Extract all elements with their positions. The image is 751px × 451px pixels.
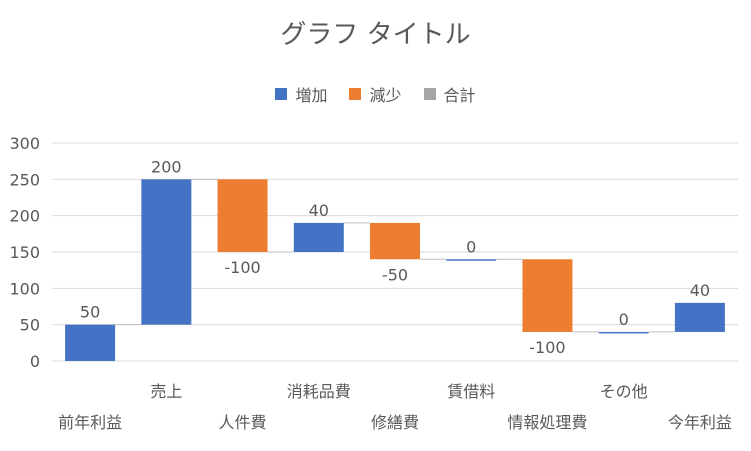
y-tick-label: 100 [9,279,40,298]
y-tick-label: 300 [9,134,40,153]
legend-swatch-total [423,88,436,100]
legend-item-increase: 増加 [275,82,327,106]
data-label: 0 [466,237,476,256]
x-tick-label: 今年利益 [668,413,732,432]
y-tick-label: 50 [20,316,40,335]
data-label: 200 [151,157,182,176]
bar-increase [598,331,649,334]
legend-label-total: 合計 [443,86,476,105]
bar-increase [293,222,344,252]
data-label: 50 [80,303,100,322]
legend-label-increase: 増加 [295,86,328,105]
legend-item-total: 合計 [423,82,476,106]
y-tick-label: 200 [9,207,40,226]
data-label: -50 [382,265,408,284]
x-tick-label: その他 [600,382,648,401]
bar-increase [65,324,116,361]
bar-increase [141,179,192,325]
x-tick-label: 消耗品費 [287,382,351,401]
x-tick-label: 売上 [150,382,182,401]
legend-swatch-decrease [349,88,362,100]
data-label: -100 [529,338,565,357]
y-tick-label: 250 [9,170,40,189]
data-label: -100 [224,258,260,277]
bar-increase [446,259,497,261]
legend-swatch-increase [275,88,288,100]
bar-decrease [522,259,573,332]
legend: 増加 減少 合計 [0,82,751,106]
x-tick-label: 情報処理費 [507,413,587,432]
data-label: 0 [619,310,629,329]
chart-title: グラフ タイトル [280,20,471,50]
bar-increase [674,302,725,332]
x-tick-label: 賃借料 [447,382,495,401]
y-tick-label: 0 [30,352,40,371]
bar-decrease [370,222,420,260]
data-label: 40 [690,281,710,300]
legend-label-decrease: 減少 [369,86,402,105]
x-tick-label: 人件費 [219,413,267,432]
data-label: 40 [309,201,329,220]
x-tick-label: 修繕費 [371,413,419,432]
x-tick-label: 前年利益 [58,413,122,432]
y-tick-label: 150 [9,243,40,262]
legend-item-decrease: 減少 [349,82,402,106]
bar-decrease [217,179,268,252]
